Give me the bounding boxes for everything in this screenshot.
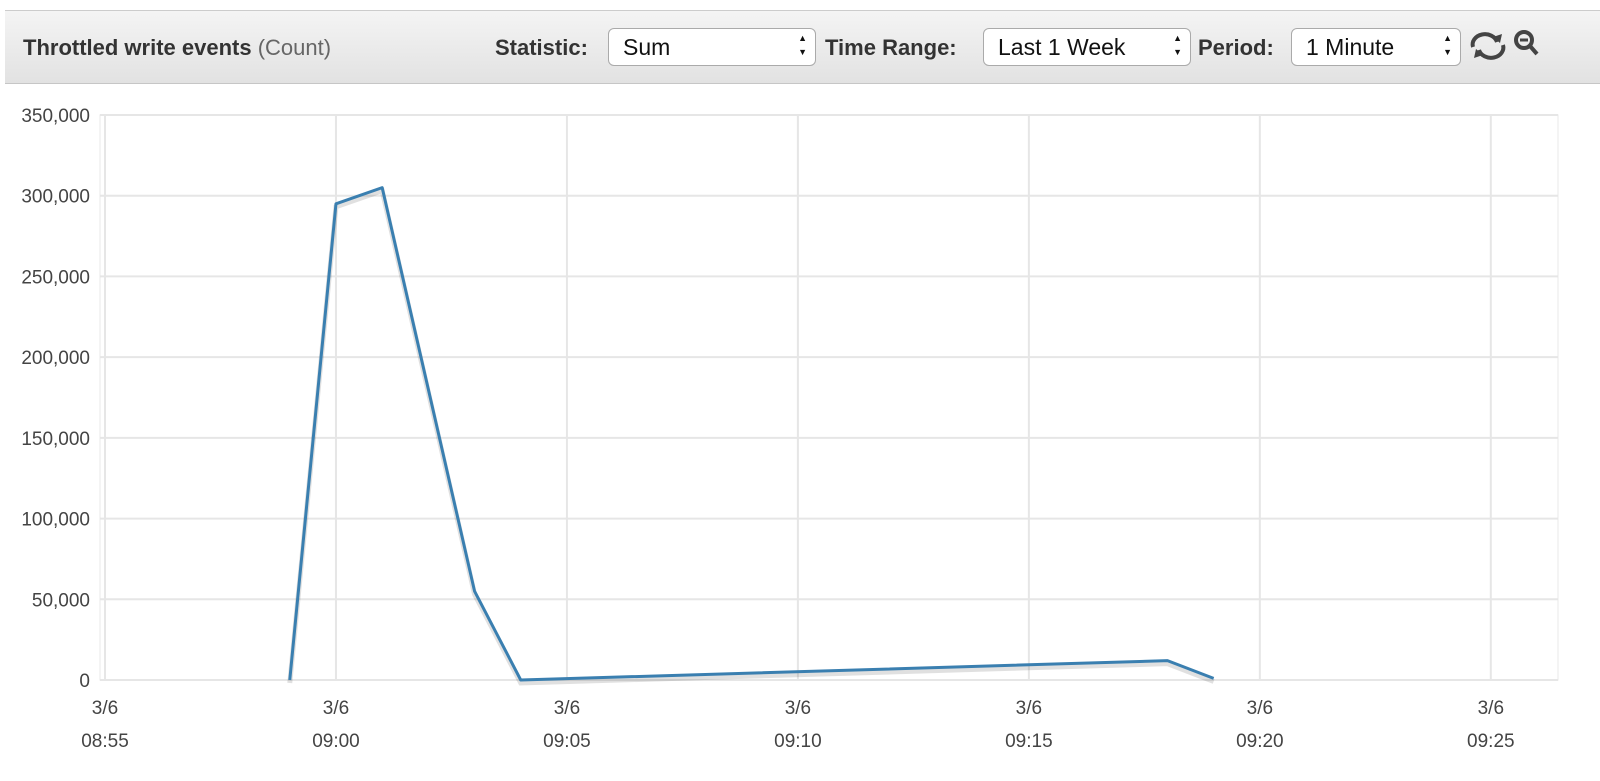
statistic-select[interactable]: Sum — [608, 28, 816, 66]
x-tick-label: 3/6 09:05 — [543, 698, 591, 752]
y-tick-label: 100,000 — [21, 510, 90, 531]
icons — [1470, 30, 1539, 60]
y-tick-label: 0 — [79, 671, 90, 692]
statistic-label: Statistic: — [495, 35, 588, 60]
y-tick-label: 150,000 — [21, 429, 90, 450]
time-range-select[interactable]: Last 1 Week — [983, 28, 1191, 66]
x-tick-label: 3/6 09:10 — [774, 698, 822, 752]
widget-title: Throttled write events (Count) — [23, 35, 331, 61]
line-shadow — [287, 187, 1215, 686]
y-tick-label: 50,000 — [32, 590, 90, 611]
y-tick-label: 200,000 — [21, 348, 90, 369]
y-tick-label: 300,000 — [21, 187, 90, 208]
title: Throttled write events — [23, 35, 252, 60]
x-tick-label: 3/6 09:25 — [1467, 698, 1515, 752]
unit: (Count) — [257, 35, 332, 60]
refresh-icon[interactable] — [1470, 32, 1506, 60]
y-tick-label: 350,000 — [21, 106, 90, 127]
zoom-icon[interactable] — [1514, 30, 1539, 56]
period-label: Period: — [1198, 35, 1274, 60]
time-range-label: Time Range: — [825, 35, 957, 60]
toolbar: Throttled write events (Count) Statistic… — [5, 10, 1600, 84]
period-select[interactable]: 1 Minute — [1291, 28, 1461, 66]
y-tick-label: 250,000 — [21, 267, 90, 288]
x-tick-label: 3/6 09:20 — [1236, 698, 1284, 752]
x-tick-label: 3/6 09:15 — [1005, 698, 1053, 752]
line — [288, 186, 1215, 682]
x-tick-label: 3/6 08:55 — [81, 698, 129, 752]
x-tick-label: 3/6 09:00 — [312, 698, 360, 752]
